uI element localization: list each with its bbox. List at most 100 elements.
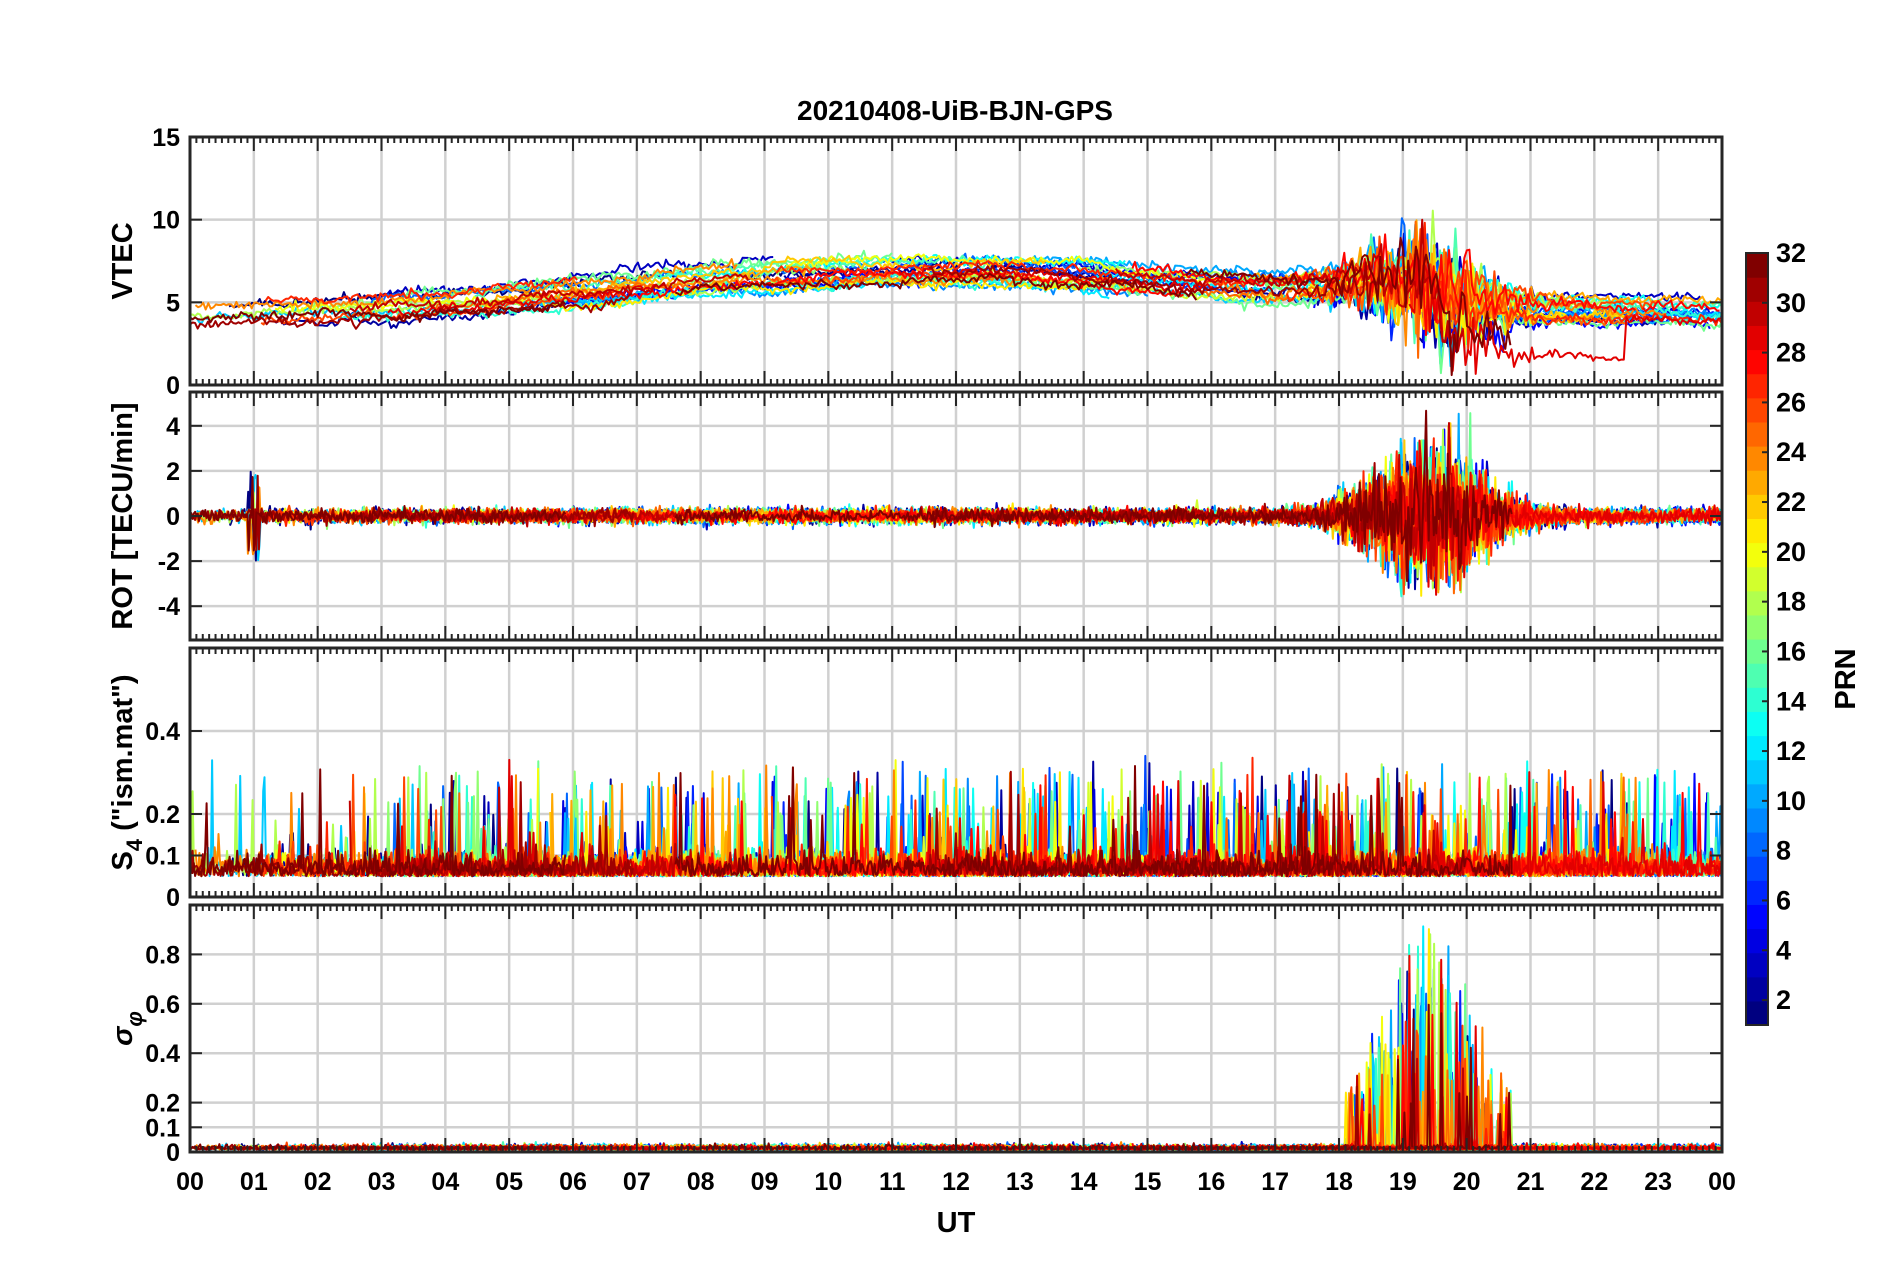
s4-y-axis-label: S4 ("ism.mat"): [107, 674, 147, 870]
vtec-series-prn-28: [1131, 233, 1636, 337]
colorbar-segment: [1746, 807, 1768, 833]
x-tick-label: 01: [240, 1168, 268, 1196]
colorbar-tick-label: 4: [1776, 935, 1791, 965]
vtec-y-axis-label: VTEC: [107, 222, 139, 299]
colorbar-segment: [1746, 952, 1768, 978]
vtec-series-prn-31: [928, 261, 1382, 310]
s4-y-tick-label: 0.4: [145, 718, 180, 746]
colorbar-segment: [1746, 904, 1768, 930]
rot-y-tick-label: -2: [158, 548, 180, 576]
vtec-series-prn-16: [403, 249, 893, 299]
rot-series-prn-32: [674, 504, 1197, 529]
s4-series-prn-32: [674, 765, 1198, 878]
colorbar-segment: [1746, 421, 1768, 447]
sigma_phi-series-prn-31: [928, 1085, 1382, 1151]
x-tick-label: 06: [559, 1168, 587, 1196]
colorbar-segment: [1746, 349, 1768, 375]
rot-series-group: [190, 409, 1722, 598]
colorbar-segment: [1746, 566, 1768, 592]
vtec-y-tick-label: 10: [152, 207, 180, 235]
x-tick-label: 07: [623, 1168, 651, 1196]
rot-y-tick-label: -4: [158, 593, 180, 621]
sigma_phi-series-prn-17: [1078, 1089, 1363, 1151]
x-axis-label: UT: [937, 1207, 976, 1239]
colorbar-tick-label: 22: [1776, 487, 1806, 517]
vtec-y-tick-label: 0: [166, 372, 180, 400]
panel-vtec: 0 5 10 15 VTEC: [107, 124, 1724, 400]
vtec-series-prn-32: [1185, 236, 1512, 377]
x-tick-label: 00: [176, 1168, 204, 1196]
x-tick-label: 20: [1453, 1168, 1481, 1196]
colorbar-segment: [1746, 687, 1768, 712]
x-tick-label: 09: [751, 1168, 779, 1196]
colorbar-label: PRN: [1830, 648, 1862, 709]
vtec-series-prn-32: [674, 272, 1198, 301]
colorbar-tick-label: 20: [1776, 537, 1806, 567]
x-tick-label: 15: [1134, 1168, 1162, 1196]
x-tick-label: 16: [1197, 1168, 1225, 1196]
vtec-series-prn-32: [190, 300, 567, 324]
rot-y-axis-label: ROT [TECU/min]: [107, 402, 139, 629]
vtec-series-group: [190, 209, 1722, 377]
x-tick-label: 23: [1644, 1168, 1672, 1196]
sigma_phi-y-tick-label: 0.6: [145, 991, 180, 1019]
vtec-series-prn-25: [424, 280, 709, 312]
colorbar-tick-label: 14: [1776, 686, 1806, 716]
vtec-series-prn-15: [474, 254, 989, 299]
s4-y-tick-label: 0.2: [145, 801, 180, 829]
vtec-series-prn-30: [349, 273, 749, 313]
x-tick-label: 05: [495, 1168, 523, 1196]
colorbar-segment: [1746, 783, 1768, 809]
x-tick-label: 14: [1070, 1168, 1098, 1196]
colorbar-tick-label: 18: [1776, 587, 1806, 617]
x-tick-label: 18: [1325, 1168, 1353, 1196]
colorbar-tick-label: 16: [1776, 636, 1806, 666]
colorbar-segment: [1746, 856, 1768, 881]
x-tick-label: 04: [431, 1168, 459, 1196]
colorbar-tick-label: 12: [1776, 736, 1806, 766]
colorbar-segment: [1746, 711, 1768, 737]
panel-sigma_phi: 00.10.2 0.4 0.6 0.8 σφ: [107, 903, 1724, 1167]
x-tick-label: 00: [1708, 1168, 1736, 1196]
colorbar-segment: [1746, 397, 1768, 423]
sigma_phi-y-tick-label: 0.1: [145, 1114, 180, 1142]
panel-rot: -4 -2 0 2 4 ROT [TECU/min]: [107, 390, 1724, 642]
colorbar-segment: [1746, 446, 1768, 471]
vtec-series-prn-27: [775, 259, 1316, 288]
colorbar-segment: [1746, 590, 1768, 616]
panel-s4: 0 0.1 0.2 0.4S4 ("ism.mat"): [107, 646, 1724, 912]
vtec-series-prn-28: [621, 268, 1184, 300]
colorbar-tick-label: 28: [1776, 338, 1806, 368]
s4-series-group: [190, 754, 1722, 878]
colorbar-tick-label: 10: [1776, 786, 1806, 816]
colorbar-segment: [1746, 735, 1768, 761]
x-tick-label: 02: [304, 1168, 332, 1196]
vtec-series-prn-28: [1642, 299, 1720, 313]
x-tick-label: 10: [814, 1168, 842, 1196]
sigma_phi-y-tick-label: 0.2: [145, 1090, 180, 1118]
s4-y-tick-label: 0.1: [145, 843, 180, 871]
colorbar-segment: [1746, 494, 1768, 519]
x-tick-label: 12: [942, 1168, 970, 1196]
vtec-series-prn-7: [897, 263, 1270, 295]
x-tick-label: 11: [879, 1168, 906, 1196]
colorbar-segment: [1746, 928, 1768, 954]
rot-series-prn-32: [1185, 409, 1513, 582]
s4-series-prn-26: [1281, 772, 1657, 878]
vtec-series-prn-27: [1285, 221, 1722, 351]
x-tick-label: 03: [368, 1168, 396, 1196]
vtec-y-tick-label: 5: [166, 289, 180, 317]
colorbar-segment: [1746, 253, 1768, 278]
colorbar-tick-label: 2: [1776, 985, 1791, 1015]
colorbar-segment: [1746, 614, 1768, 640]
x-tick-label: 08: [687, 1168, 715, 1196]
colorbar-segment: [1746, 832, 1768, 857]
rot-x-ticks: [189, 392, 1723, 640]
colorbar-segment: [1746, 1000, 1768, 1026]
colorbar-tick-label: 26: [1776, 387, 1806, 417]
s4-series-prn-32: [1185, 773, 1513, 878]
sigma_phi-y-axis-label: σφ: [107, 1011, 147, 1046]
colorbar-segment: [1746, 663, 1768, 688]
